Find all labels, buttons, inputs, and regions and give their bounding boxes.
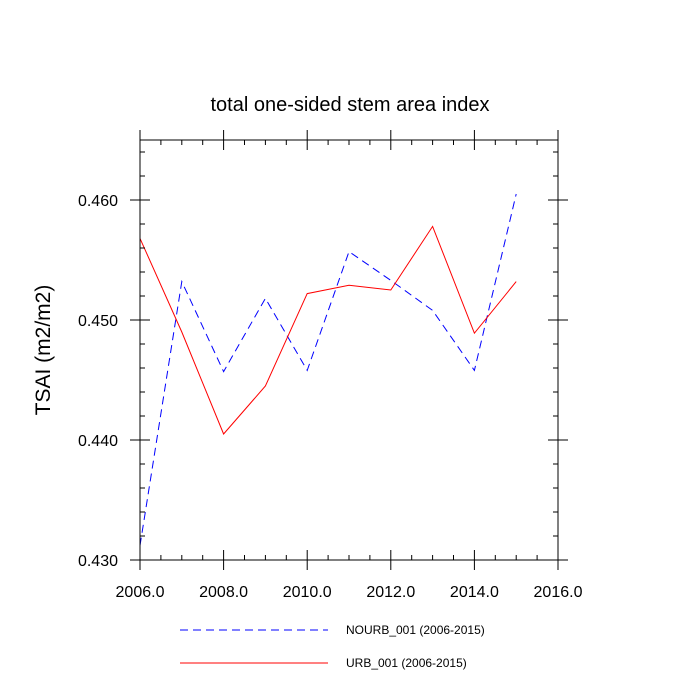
x-tick-label: 2016.0 — [534, 584, 583, 601]
y-tick-label: 0.440 — [78, 433, 118, 450]
axes: 2006.0 2008.0 2010.0 2012.0 2014.0 2016.0 0.43… — [78, 130, 583, 601]
x-tick-label: 2006.0 — [116, 584, 165, 601]
plot-lines — [139, 193, 517, 546]
x-tick-label: 2010.0 — [283, 584, 332, 601]
chart-title: total one-sided stem area index — [210, 94, 489, 116]
x-tick-label: 2014.0 — [450, 584, 499, 601]
legend-label-1: NOURB_001 (2006-2015) — [346, 623, 485, 637]
series-line-1 — [139, 193, 517, 546]
y-tick-label: 0.430 — [78, 553, 118, 570]
plot-frame — [139, 139, 559, 561]
x-tick-label: 2012.0 — [366, 584, 415, 601]
series-line-2 — [139, 225, 517, 435]
legend: NOURB_001 (2006-2015) URB_001 (2006-2015) — [180, 623, 485, 670]
legend-label-2: URB_001 (2006-2015) — [346, 656, 467, 670]
y-tick-label: 0.460 — [78, 193, 118, 210]
x-tick-label: 2008.0 — [199, 584, 248, 601]
y-axis-label: TSAI (m2/m2) — [32, 285, 55, 416]
y-tick-label: 0.450 — [78, 313, 118, 330]
